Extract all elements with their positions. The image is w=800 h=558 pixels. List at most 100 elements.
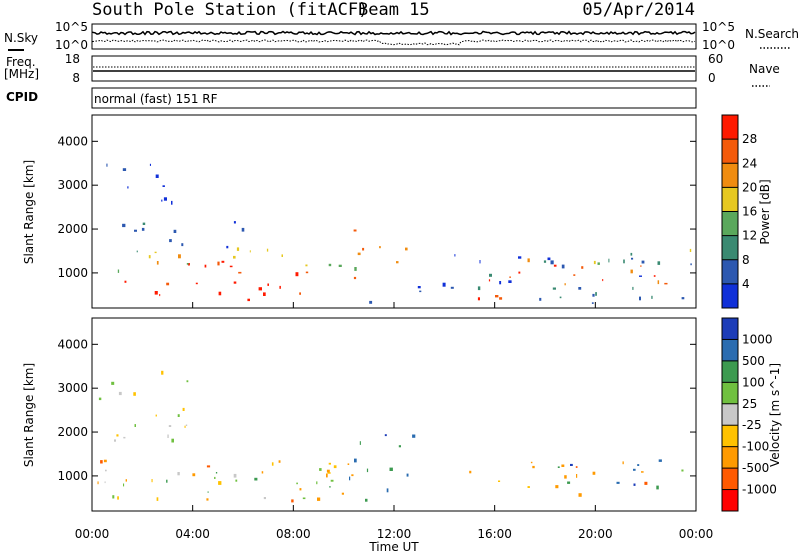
scatter-cell	[564, 475, 567, 479]
scatter-cell	[369, 300, 373, 304]
power-panel: 1000 2000 3000 4000 Slant Range [km] 28 24 20…	[22, 114, 772, 309]
scatter-cell	[123, 483, 125, 487]
scatter-cell	[187, 263, 190, 266]
scatter-cell	[354, 458, 357, 463]
colorbar-segment	[722, 115, 738, 140]
scatter-cell	[116, 434, 119, 437]
velocity-panel: 1000 2000 3000 4000 Slant Range [km] 1000 50…	[22, 317, 782, 512]
y-tick-label: 2000	[57, 222, 88, 236]
y-tick-label: 3000	[57, 381, 88, 395]
scatter-cell	[317, 497, 321, 501]
scatter-cell	[117, 496, 119, 500]
scatter-cell	[299, 488, 302, 491]
colorbar-tick-label: 500	[742, 354, 765, 368]
scatter-cell	[148, 255, 151, 259]
scatter-cell	[450, 286, 454, 289]
cpid-value: normal (fast) 151 RF	[94, 92, 218, 106]
scatter-cell	[186, 263, 189, 265]
scatter-cell	[379, 246, 381, 249]
scatter-cell	[561, 464, 565, 467]
nsearch-label: N.Search	[745, 27, 799, 41]
y-tick-label: 1000	[57, 469, 88, 483]
nsearch-tick-high: 10^5	[702, 20, 735, 34]
scatter-cell	[543, 260, 547, 263]
scatter-cell	[593, 260, 596, 265]
scatter-cell	[567, 481, 571, 484]
scatter-cell	[328, 263, 332, 267]
colorbar-tick-label: 12	[742, 229, 757, 243]
scatter-cell	[592, 293, 595, 297]
scatter-cell	[498, 480, 501, 482]
scatter-cell	[226, 245, 229, 249]
scatter-cell	[469, 470, 472, 474]
time-x-axis: 00:00 04:00 08:00 12:00 16:00 20:00 00:00	[75, 302, 714, 541]
scatter-cell	[177, 472, 180, 476]
scatter-cell	[149, 163, 151, 166]
scatter-cell	[141, 227, 145, 231]
scatter-cell	[347, 463, 350, 465]
scatter-cell	[559, 296, 562, 299]
scatter-cell	[690, 263, 692, 266]
scatter-cell	[151, 479, 153, 483]
scatter-cell	[142, 222, 146, 225]
scatter-cell	[573, 274, 576, 276]
nsky-panel	[91, 23, 697, 50]
colorbar-segment	[722, 187, 738, 212]
scatter-cell	[166, 282, 170, 286]
scatter-cell	[161, 370, 164, 375]
scatter-cell	[218, 291, 222, 296]
scatter-cell	[233, 221, 236, 224]
scatter-cell	[168, 425, 172, 427]
colorbar-segment	[722, 446, 738, 469]
x-tick-label: 00:00	[75, 527, 110, 541]
scatter-cell	[123, 436, 126, 439]
scatter-cell	[122, 223, 126, 228]
scatter-cell	[333, 465, 337, 469]
velocity-panel-frame	[91, 317, 697, 512]
scatter-cell	[552, 287, 556, 290]
scatter-cell	[177, 414, 180, 417]
scatter-cell	[595, 292, 597, 296]
velocity-colorbar-label: Velocity [m s^-1]	[768, 363, 782, 467]
scatter-cell	[263, 497, 266, 500]
scatter-cell	[217, 261, 220, 266]
power-ylabel: Slant Range [km]	[22, 160, 36, 264]
scatter-cell	[162, 185, 165, 187]
scatter-cell	[488, 279, 491, 282]
velocity-colorbar-label-text: Velocity [m s^-1]	[768, 363, 782, 467]
scatter-cell	[639, 296, 641, 301]
scatter-cell	[357, 252, 361, 256]
scatter-cell	[419, 290, 422, 293]
freq-tick-low: 8	[72, 71, 80, 85]
scatter-cell	[233, 281, 237, 284]
colorbar-segment	[722, 139, 738, 164]
nsearch-tick-low: 10^0	[702, 38, 735, 52]
scatter-cell	[156, 261, 159, 265]
scatter-cell	[229, 265, 233, 268]
scatter-cell	[637, 464, 640, 466]
scatter-cell	[295, 272, 299, 277]
scatter-cell	[241, 227, 245, 232]
x-tick-label: 00:00	[679, 527, 714, 541]
colorbar-segment	[722, 163, 738, 188]
scatter-cell	[281, 254, 283, 257]
scatter-cell	[178, 254, 181, 259]
scatter-cell	[155, 174, 159, 178]
scatter-cell	[386, 488, 389, 493]
colorbar-tick-label: 28	[742, 132, 757, 146]
scatter-cell	[499, 297, 503, 300]
velocity-scatter-group	[97, 370, 684, 503]
nsky-tick-low: 10^0	[55, 38, 88, 52]
scatter-cell	[489, 273, 492, 277]
velocity-colorbar: 1000 500 100 25 -25 -100 -500 -1000	[721, 317, 777, 512]
scatter-cell	[235, 479, 238, 482]
scatter-cell	[576, 474, 578, 478]
colorbar-segment	[722, 360, 738, 383]
scatter-cell	[122, 168, 127, 171]
scatter-cell	[266, 248, 269, 252]
scatter-cell	[271, 462, 274, 466]
scatter-cell	[206, 498, 209, 501]
scatter-cell	[103, 459, 107, 463]
colorbar-tick-label: -100	[742, 440, 769, 454]
